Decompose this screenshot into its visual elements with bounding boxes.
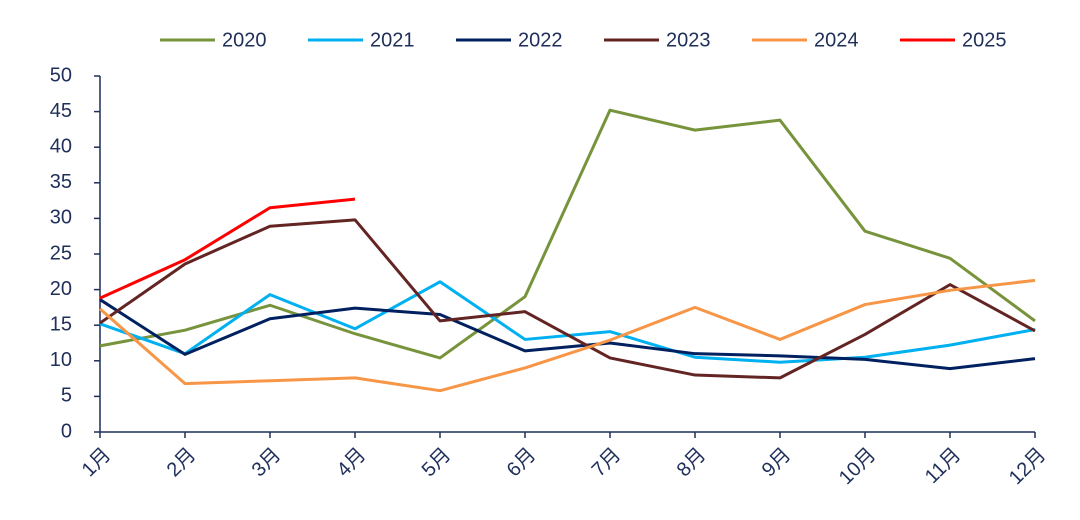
y-tick-label: 0 — [61, 420, 72, 442]
x-tick-label: 11月 — [921, 444, 965, 488]
series-line — [99, 197, 356, 300]
x-tick-label: 5月 — [418, 444, 456, 482]
x-tick-label: 2月 — [163, 444, 201, 482]
legend-label: 2024 — [814, 29, 859, 51]
x-tick-label: 8月 — [673, 444, 711, 482]
x-tick-label: 9月 — [758, 444, 796, 482]
x-tick-label: 12月 — [1005, 444, 1050, 489]
y-tick-label: 25 — [50, 242, 72, 264]
legend-label: 2022 — [518, 29, 563, 51]
y-tick-label: 10 — [50, 349, 72, 371]
y-tick-label: 35 — [50, 171, 72, 193]
x-tick-label: 6月 — [503, 444, 541, 482]
series-line — [99, 280, 1036, 364]
legend-label: 2023 — [666, 29, 711, 51]
series-line — [99, 218, 1036, 380]
x-tick-label: 1月 — [78, 444, 116, 482]
series-line — [99, 278, 1036, 393]
y-tick-label: 45 — [50, 100, 72, 122]
series-line — [99, 298, 1036, 371]
x-tick-label: 10月 — [835, 444, 880, 489]
legend-label: 2021 — [370, 29, 415, 51]
y-tick-label: 50 — [50, 64, 72, 86]
x-tick-label: 3月 — [248, 444, 286, 482]
y-tick-label: 15 — [50, 313, 72, 335]
legend-label: 2020 — [222, 29, 267, 51]
y-tick-label: 5 — [61, 385, 72, 407]
y-tick-label: 40 — [50, 135, 72, 157]
legend-label: 2025 — [962, 29, 1007, 51]
y-tick-label: 30 — [50, 207, 72, 229]
y-tick-label: 20 — [50, 278, 72, 300]
series-line — [99, 108, 1036, 360]
x-tick-label: 7月 — [588, 444, 626, 482]
x-tick-label: 4月 — [333, 444, 371, 482]
